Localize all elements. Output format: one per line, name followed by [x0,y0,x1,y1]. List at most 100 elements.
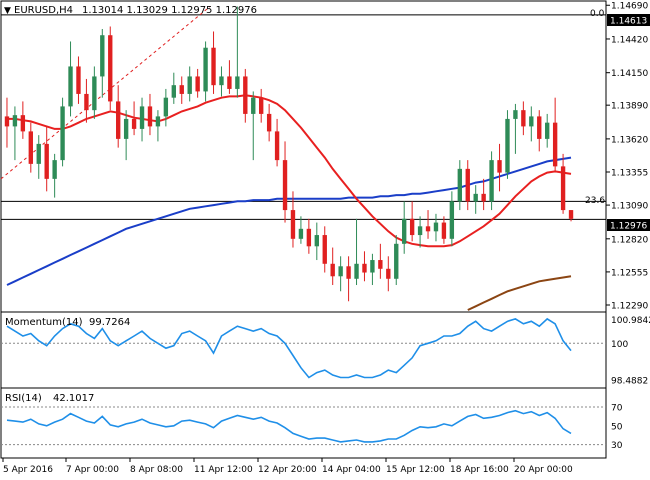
candle-body [28,131,33,164]
candle-body [322,235,327,264]
x-tick-label: 11 Apr 12:00 [194,465,253,475]
rsi-y-tick-label: 70 [611,403,623,413]
candle-body [211,47,216,86]
candle-body [409,218,415,236]
x-tick-label: 15 Apr 12:00 [386,465,445,475]
candle-body [521,110,526,127]
price-y-tick-label: 1.13090 [611,202,648,212]
price-header-quote: 1.13014 1.13029 1.12975 1.12976 [82,5,257,16]
candle-body [92,76,97,111]
candle-body [274,131,280,161]
candle-body [155,116,161,127]
candle-body [425,226,431,232]
momentum-y-tick-label: 98.4882 [611,377,648,387]
candle-body [84,93,89,111]
rsi-header-name: RSI(14) [5,393,42,404]
x-tick-label: 12 Apr 20:00 [258,465,317,475]
rsi-y-tick-label: 50 [611,422,623,432]
candle-body [386,268,391,279]
candle-body [235,76,240,89]
price-plot-layer [0,6,606,311]
candle-body [545,122,550,139]
current-price-tag-text: 1.12976 [610,222,647,232]
current-price-tag [607,219,650,231]
candle-body [4,116,10,127]
price-panel [0,0,607,313]
momentum-line [6,317,572,379]
candle-body [378,260,383,269]
rsi-line [6,409,572,443]
price-y-tick-label: 1.14690 [611,2,648,12]
candle-body [417,226,423,236]
candle-body [330,263,335,277]
candle-body [489,160,494,202]
price-header-symbol: EURUSD,H4 [14,5,73,16]
candle-body [362,263,367,273]
candle-body [163,97,169,117]
x-tick-label: 14 Apr 04:00 [322,465,381,475]
price-y-tick-label: 1.14420 [611,35,648,45]
momentum-y-tick-label: 100 [611,340,628,350]
candle-body [552,122,558,167]
candle-body [179,85,184,94]
sma-fast-line [7,94,572,248]
candle-body [473,193,478,202]
price-y-tick-label: 1.13890 [611,102,648,112]
candle-body [60,106,65,161]
candle-body [76,66,81,94]
x-tick-label: 20 Apr 00:00 [514,465,573,475]
candle-body [147,106,153,127]
candle-body [195,76,200,92]
candle-body [513,110,518,119]
price-y-tick-label: 1.13355 [611,168,648,178]
candle-body [465,168,470,202]
rsi-plot-layer [1,406,606,446]
momentum-y-tick-label: 100.9842 [611,316,650,326]
candle-body [449,201,455,239]
x-tick-label: 18 Apr 16:00 [450,465,509,475]
candle-body [282,160,288,211]
candle-body [290,210,296,239]
candle-body [568,210,574,219]
rsi-header-value: 42.1017 [53,393,94,404]
candle-body [433,222,439,232]
sma-slow-line [6,156,572,286]
fib-top-price-tag [607,14,650,26]
price-y-tick-label: 1.12290 [611,302,648,312]
candle-body [505,118,510,173]
candle-body [68,66,73,107]
candle-body [259,97,264,114]
fib-0-label: 0.0 [590,9,605,19]
candle-body [52,160,57,179]
fib-236-label: 23.6 [585,196,605,206]
candle-body [123,118,129,139]
price-y-tick-label: 1.12820 [611,235,648,245]
candle-body [402,218,407,244]
momentum-panel [0,311,607,389]
candle-body [187,76,192,94]
candle-body [338,266,343,277]
candle-body [139,106,145,129]
candle-body [131,118,137,129]
candle-body [116,101,121,139]
candle-body [346,266,351,279]
candle-body [481,193,486,202]
x-tick-label: 7 Apr 00:00 [66,465,119,475]
candle-body [529,116,534,127]
candle-body [100,35,105,77]
x-tick-label: 8 Apr 08:00 [130,465,183,475]
candle-body [441,222,447,239]
candle-body [108,35,113,102]
candle-body [537,116,542,139]
candle-body [314,235,319,247]
candle-body [203,47,208,92]
candle-body [20,115,26,132]
price-y-tick-label: 1.14150 [611,69,648,79]
price-dropdown-icon[interactable]: ▼ [4,6,11,16]
candle-body [243,76,248,114]
candle-body [219,76,224,86]
candle-body [266,113,272,132]
candle-body [306,228,312,247]
